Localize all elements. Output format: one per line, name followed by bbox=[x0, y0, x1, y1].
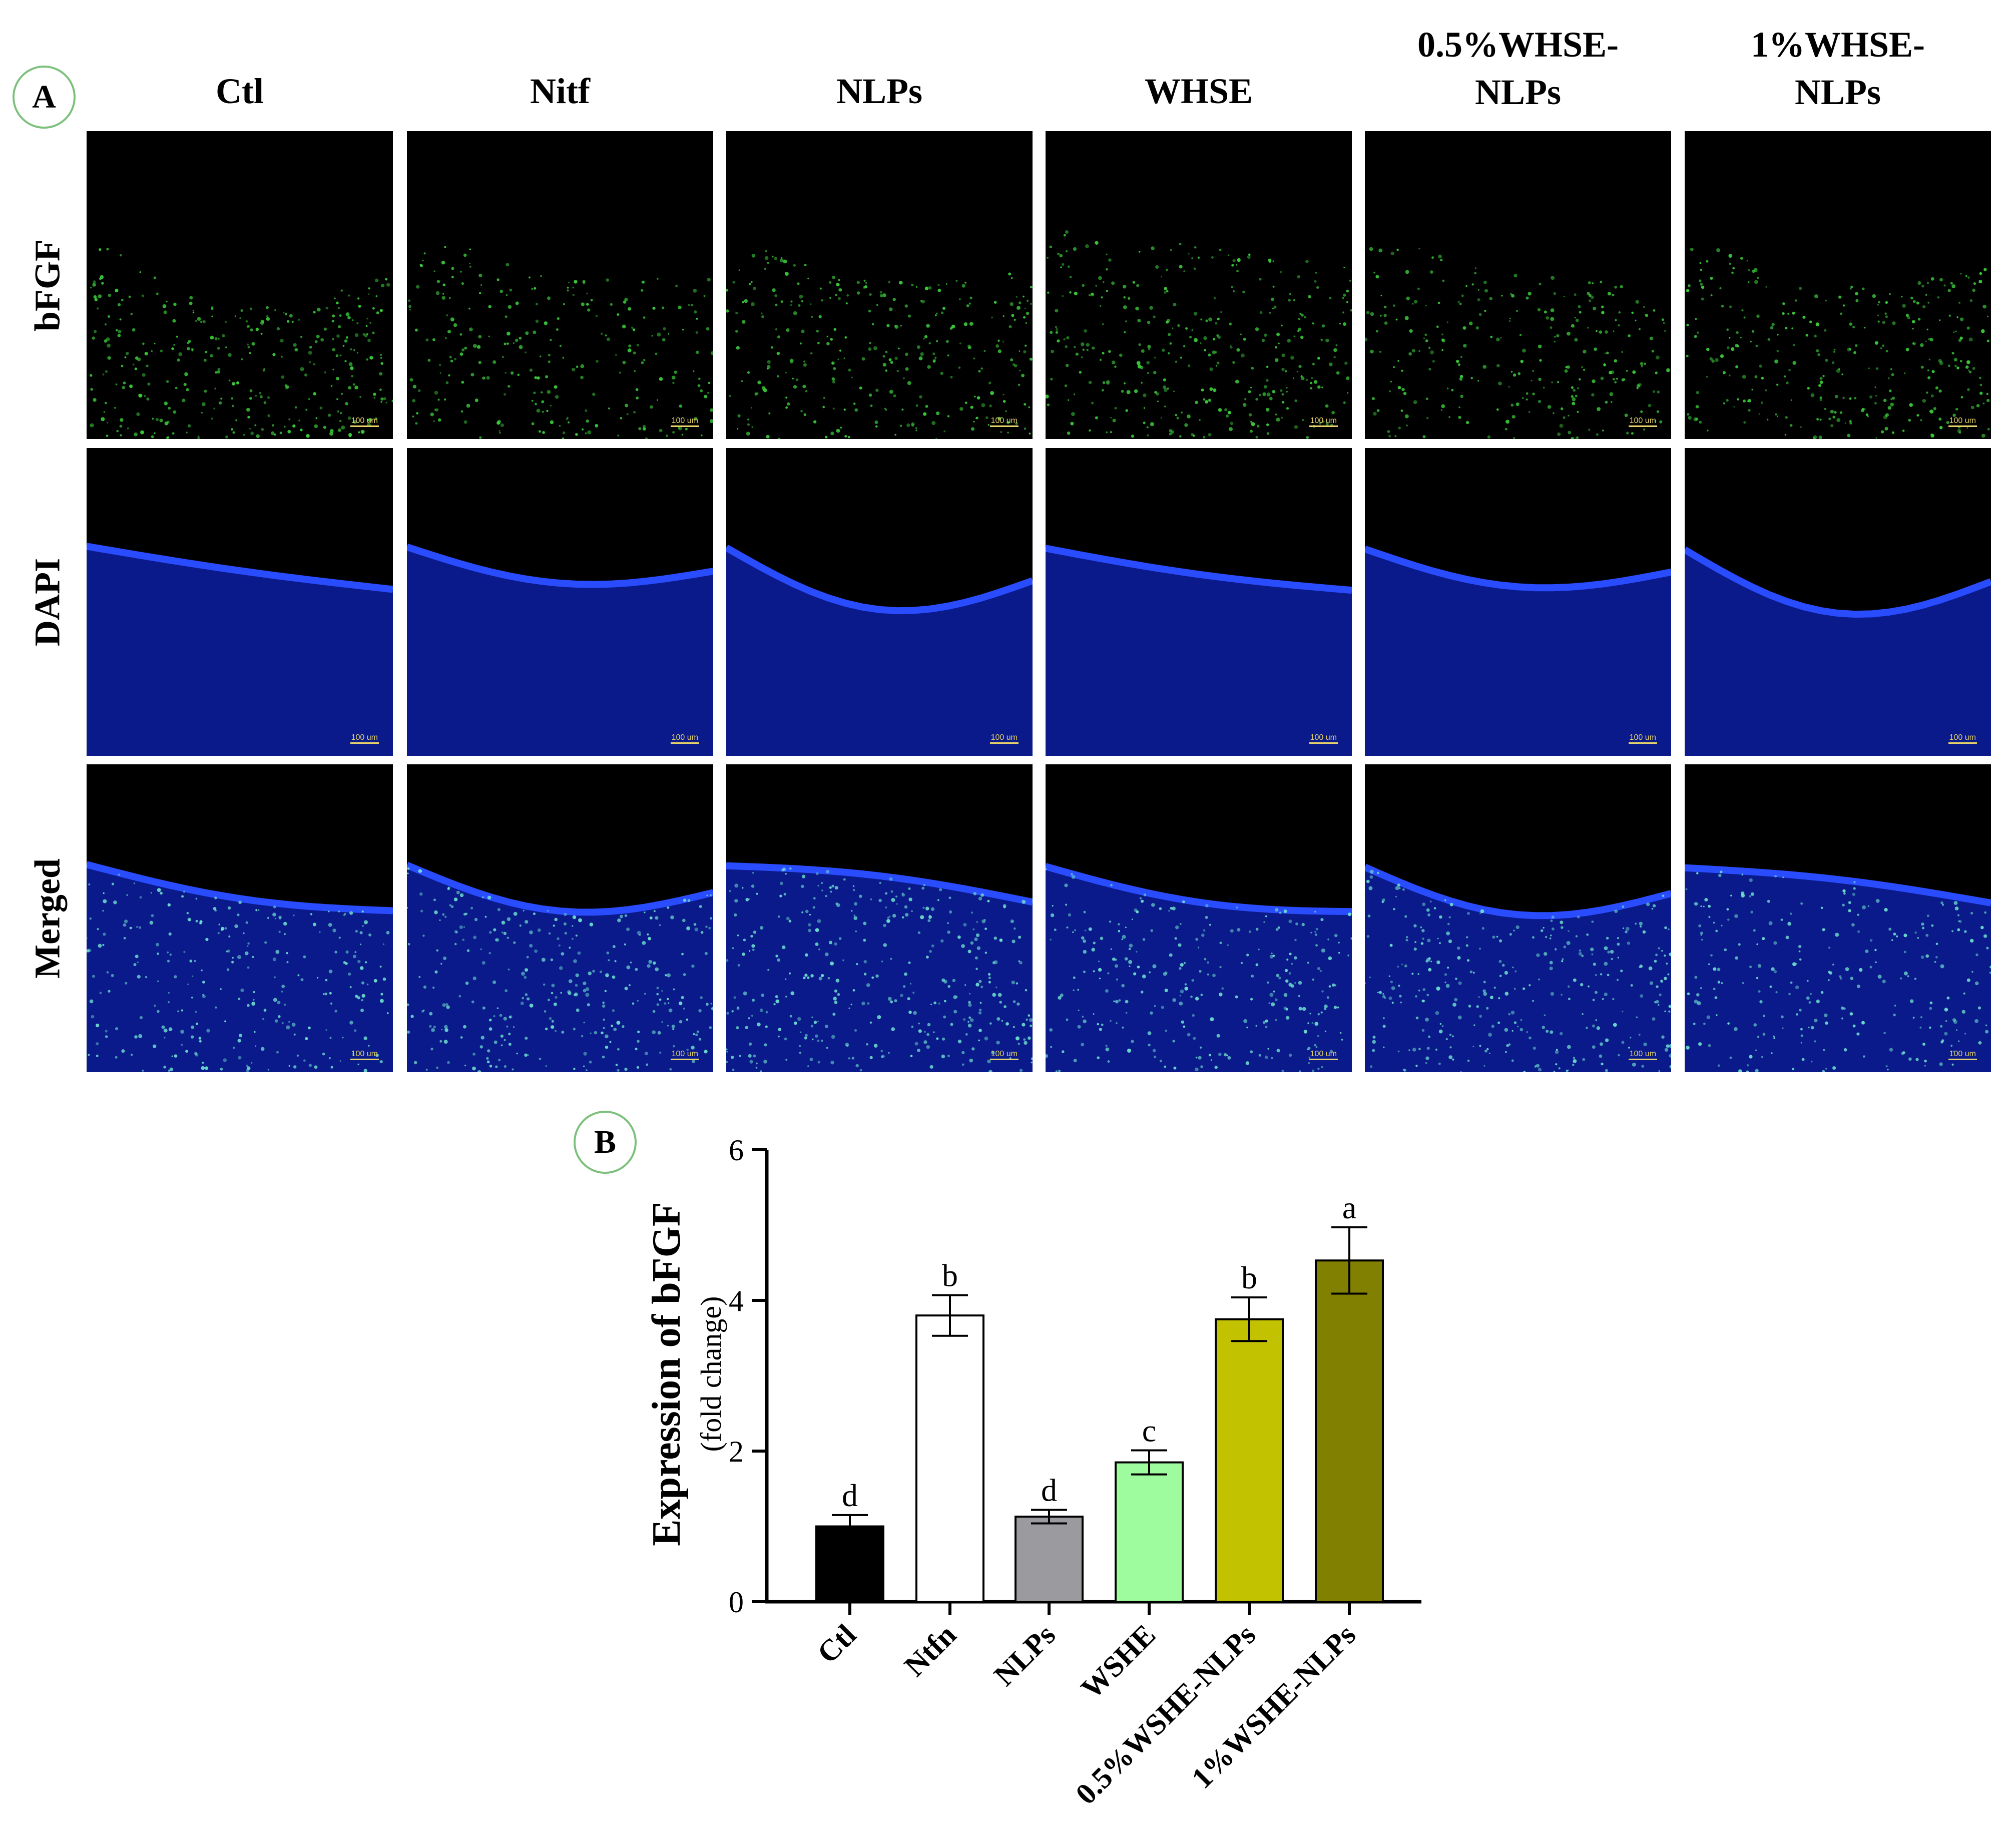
column-header-line: NLPs bbox=[1794, 72, 1881, 112]
x-tick-label: Ntfn bbox=[898, 1618, 962, 1683]
x-tick-label: Ctl bbox=[811, 1618, 862, 1670]
scale-bar: 100 um bbox=[350, 417, 379, 427]
scale-bar: 100 um bbox=[350, 734, 379, 744]
scale-bar: 100 um bbox=[989, 734, 1019, 744]
micrograph-blue: 100 um bbox=[407, 448, 713, 756]
bar bbox=[1215, 1318, 1284, 1603]
micrograph-blue: 100 um bbox=[1046, 448, 1352, 756]
column-header: Nitf bbox=[407, 68, 713, 115]
bar bbox=[915, 1314, 984, 1603]
scale-bar: 100 um bbox=[1628, 734, 1657, 744]
column-header-line: 1%WHSE- bbox=[1750, 25, 1925, 65]
bar bbox=[1115, 1461, 1184, 1603]
column-header: WHSE bbox=[1046, 68, 1352, 115]
micrograph-merged: 100 um bbox=[1046, 764, 1352, 1072]
column-header: 0.5%WHSE- NLPs bbox=[1365, 21, 1671, 116]
column-header-line: 0.5%WHSE- bbox=[1417, 25, 1619, 65]
column-header: 1%WHSE- NLPs bbox=[1685, 21, 1991, 116]
micrograph-merged: 100 um bbox=[1685, 764, 1991, 1072]
x-tick-label: 0.5%WSHE-NLPs bbox=[1069, 1618, 1262, 1811]
row-label: bFGF bbox=[27, 239, 68, 331]
column-header-line: NLPs bbox=[1474, 72, 1562, 112]
significance-letter: d bbox=[1041, 1472, 1057, 1508]
micrograph-blue: 100 um bbox=[87, 448, 393, 756]
scale-bar: 100 um bbox=[1309, 1050, 1338, 1060]
micrograph-merged: 100 um bbox=[726, 764, 1033, 1072]
micrograph-green: 100 um bbox=[1365, 131, 1671, 439]
micrograph-blue: 100 um bbox=[726, 448, 1033, 756]
panel-b-badge: B bbox=[574, 1111, 637, 1174]
scale-bar: 100 um bbox=[670, 417, 699, 427]
scale-bar: 100 um bbox=[989, 1050, 1019, 1060]
scale-bar: 100 um bbox=[1948, 1050, 1977, 1060]
y-tick-label: 4 bbox=[729, 1284, 744, 1317]
panel-a-badge: A bbox=[13, 66, 76, 129]
micrograph-green: 100 um bbox=[407, 131, 713, 439]
micrograph-blue: 100 um bbox=[1685, 448, 1991, 756]
row-label: Merged bbox=[27, 858, 68, 979]
column-header-line: WHSE bbox=[1144, 71, 1253, 111]
micrograph-green: 100 um bbox=[87, 131, 393, 439]
row-label: DAPI bbox=[27, 558, 68, 646]
column-header-line: Ctl bbox=[216, 71, 264, 111]
micrograph-blue: 100 um bbox=[1365, 448, 1671, 756]
scale-bar: 100 um bbox=[1948, 734, 1977, 744]
y-tick-label: 6 bbox=[729, 1134, 744, 1167]
y-tick-label: 0 bbox=[729, 1586, 744, 1619]
x-tick-label: NLPs bbox=[987, 1618, 1062, 1692]
column-header-line: Nitf bbox=[530, 71, 590, 111]
significance-letter: b bbox=[1241, 1260, 1257, 1295]
micrograph-green: 100 um bbox=[1046, 131, 1352, 439]
micrograph-green: 100 um bbox=[726, 131, 1033, 439]
micrograph-green: 100 um bbox=[1685, 131, 1991, 439]
significance-letter: b bbox=[942, 1257, 958, 1293]
y-axis-subtitle: (fold change) bbox=[695, 1296, 727, 1452]
bar bbox=[1315, 1259, 1384, 1603]
scale-bar: 100 um bbox=[670, 1050, 699, 1060]
scale-bar: 100 um bbox=[1309, 734, 1338, 744]
micrograph-merged: 100 um bbox=[407, 764, 713, 1072]
micrograph-merged: 100 um bbox=[87, 764, 393, 1072]
scale-bar: 100 um bbox=[1309, 417, 1338, 427]
scale-bar: 100 um bbox=[1628, 1050, 1657, 1060]
significance-letter: a bbox=[1342, 1190, 1356, 1225]
y-axis-title: Expression of bFGF bbox=[645, 1202, 689, 1546]
scale-bar: 100 um bbox=[1948, 417, 1977, 427]
scale-bar: 100 um bbox=[1628, 417, 1657, 427]
bfgf-bar-chart: 0 2 4 6 Expression of bFGF (fold change) d Ctl b… bbox=[645, 1134, 1421, 1811]
y-tick-label: 2 bbox=[729, 1435, 744, 1468]
significance-letter: d bbox=[842, 1478, 858, 1513]
significance-letter: c bbox=[1142, 1413, 1156, 1448]
column-header: NLPs bbox=[726, 68, 1033, 115]
micrograph-merged: 100 um bbox=[1365, 764, 1671, 1072]
scale-bar: 100 um bbox=[989, 417, 1019, 427]
x-tick-label: WSHE bbox=[1075, 1618, 1162, 1705]
bar bbox=[1015, 1515, 1084, 1603]
column-header-line: NLPs bbox=[836, 71, 923, 111]
scale-bar: 100 um bbox=[350, 1050, 379, 1060]
scale-bar: 100 um bbox=[670, 734, 699, 744]
column-header: Ctl bbox=[87, 68, 393, 115]
